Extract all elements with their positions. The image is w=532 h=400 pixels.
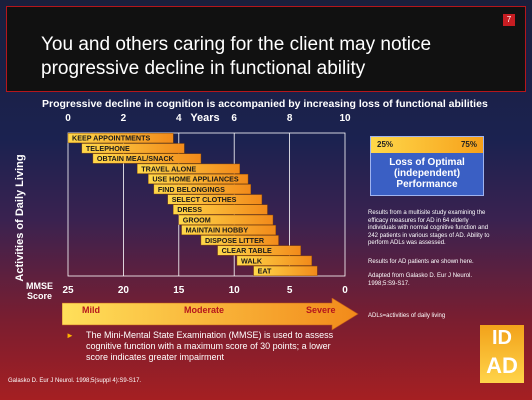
activity-label: TRAVEL ALONE	[141, 164, 196, 173]
logo-bottom-text: AD	[486, 353, 518, 378]
activity-label: CLEAR TABLE	[222, 246, 272, 255]
title-box: You and others caring for the client may…	[6, 6, 526, 92]
activity-bar	[217, 245, 301, 256]
activity-bar	[173, 204, 268, 215]
loss-left-percent: 25%	[377, 140, 394, 149]
year-tick-label: 2	[121, 113, 127, 124]
stage-severe: Severe	[306, 305, 336, 315]
activity-label: DRESS	[177, 205, 202, 214]
mmse-tick-label: 0	[342, 285, 348, 296]
loss-gradient-bar: 25% 75%	[371, 137, 483, 153]
activity-label: FIND BELONGINGS	[158, 185, 225, 194]
activity-label: OBTAIN MEAL/SNACK	[97, 154, 175, 163]
slide-title: You and others caring for the client may…	[41, 34, 432, 79]
year-tick-label: 6	[231, 113, 237, 124]
activity-label: EAT	[258, 267, 272, 276]
activity-bar	[167, 194, 263, 205]
activity-bar	[92, 153, 202, 164]
activity-label: WALK	[241, 256, 263, 265]
plot-frame	[67, 132, 346, 277]
citation: Galasko D. Eur J Neurol. 1998;5(suppl 4)…	[8, 378, 142, 384]
loss-box-title: Loss of Optimal (independent) Performanc…	[389, 157, 465, 190]
mmse-score-label: MMSE Score	[26, 281, 53, 301]
activity-bar	[153, 184, 252, 195]
activity-bar	[253, 265, 318, 276]
loss-right-percent: 75%	[460, 140, 477, 149]
activity-label: USE HOME APPLIANCES	[152, 175, 239, 184]
chart-subtitle: Progressive decline in cognition is acco…	[42, 98, 488, 110]
years-axis-label: Years	[190, 112, 219, 124]
study-note: Results from a multisite study examining…	[368, 210, 490, 246]
logo-top-text: ID	[492, 327, 512, 349]
loss-of-performance-box: 25% 75% Loss of Optimal (independent) Pe…	[370, 136, 484, 196]
activity-bar	[178, 214, 274, 225]
page-number: 7	[503, 14, 515, 26]
results-note: Results for AD patients are shown here.	[368, 259, 474, 265]
idad-logo: ID AD	[480, 325, 524, 383]
activity-bar	[148, 173, 249, 184]
severity-arrow	[62, 298, 359, 331]
mmse-tick-label: 5	[287, 285, 293, 296]
mmse-axis: 25 20 15 10 5 0	[62, 285, 348, 296]
activity-label: MAINTAIN HOBBY	[186, 226, 249, 235]
activity-bar	[81, 143, 185, 154]
activity-label: TELEPHONE	[86, 144, 130, 153]
activity-bar	[200, 235, 279, 246]
adls-note: ADLs=activities of daily living	[368, 313, 446, 319]
mmse-note: The Mini-Mental State Examination (MMSE)…	[86, 330, 334, 362]
stage-moderate: Moderate	[184, 305, 225, 315]
activity-bar	[236, 255, 312, 266]
activity-label: GROOM	[183, 215, 211, 224]
year-tick-label: 8	[287, 113, 293, 124]
activity-bar	[67, 133, 174, 144]
activity-label: DISPOSE LITTER	[205, 236, 265, 245]
activity-bar	[181, 225, 276, 236]
year-tick-label: 10	[339, 113, 351, 124]
adapted-note: Adapted from Galasko D. Eur J Neurol. 19…	[368, 273, 473, 287]
year-tick-label: 0	[65, 113, 71, 124]
mmse-tick-label: 15	[173, 285, 185, 296]
activity-label: KEEP APPOINTMENTS	[72, 134, 150, 143]
mmse-tick-label: 25	[62, 285, 74, 296]
years-axis: 0 2 4 6 8 10	[65, 113, 351, 124]
activity-label: SELECT CLOTHES	[172, 195, 237, 204]
activity-bar	[137, 163, 240, 174]
mmse-tick-label: 10	[229, 285, 241, 296]
bullet-icon: ►	[66, 331, 74, 340]
year-tick-label: 4	[176, 113, 182, 124]
mmse-tick-label: 20	[118, 285, 130, 296]
stage-mild: Mild	[82, 305, 100, 315]
